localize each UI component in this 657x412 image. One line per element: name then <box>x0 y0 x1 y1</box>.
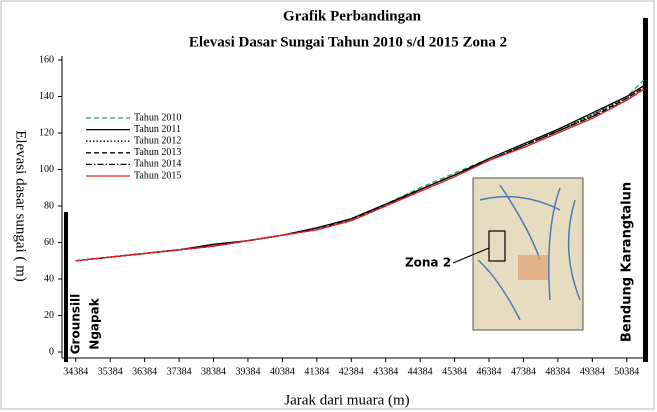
map-arrow <box>452 247 490 264</box>
map-zone <box>488 230 506 262</box>
x-tick-label: 43384 <box>373 366 398 377</box>
annotation: Zona 2 <box>405 256 451 270</box>
x-tick-label: 45384 <box>442 366 467 377</box>
x-tick-label: 44384 <box>408 366 433 377</box>
annotation: Ngapak <box>88 297 102 349</box>
legend-label: Tahun 2010 <box>134 112 181 123</box>
x-tick-label: 35384 <box>98 366 123 377</box>
x-tick-label: 39384 <box>235 366 260 377</box>
x-tick-label: 38384 <box>201 366 226 377</box>
x-tick-label: 41384 <box>304 366 329 377</box>
map-river <box>477 184 581 321</box>
annotation: Bendung Karangtalun <box>620 182 635 342</box>
legend-label: Tahun 2011 <box>134 124 181 135</box>
y-axis-label: Elevasi dasar sungai ( m) <box>13 130 29 282</box>
y-tick-label: 100 <box>39 164 54 175</box>
y-tick-label: 0 <box>49 346 54 357</box>
x-tick-label: 46384 <box>477 366 502 377</box>
x-tick-label: 50384 <box>614 366 639 377</box>
chart-subtitle: Elevasi Dasar Sungai Tahun 2010 s/d 2015… <box>189 34 507 50</box>
x-tick-label: 42384 <box>339 366 364 377</box>
y-tick-label: 160 <box>39 54 54 65</box>
boundary-bar <box>643 18 648 362</box>
x-axis-label: Jarak dari muara (m) <box>284 392 409 408</box>
chart-title: Grafik Perbandingan <box>283 8 422 24</box>
annotation: Grounsill <box>69 294 83 355</box>
x-tick-label: 40384 <box>270 366 295 377</box>
legend-label: Tahun 2014 <box>134 159 181 170</box>
y-tick-label: 140 <box>39 91 54 102</box>
legend-label: Tahun 2013 <box>134 147 181 158</box>
map-inset <box>452 177 584 331</box>
y-tick-label: 80 <box>44 200 54 211</box>
x-tick-label: 36384 <box>132 366 157 377</box>
x-tick-label: 49384 <box>580 366 605 377</box>
series-line <box>75 88 645 262</box>
x-tick-label: 47384 <box>511 366 536 377</box>
x-tick-label: 48384 <box>545 366 570 377</box>
y-tick-label: 60 <box>44 237 54 248</box>
x-tick-label: 37384 <box>167 366 192 377</box>
map-frame <box>472 177 584 331</box>
legend-label: Tahun 2015 <box>134 170 181 181</box>
legend-label: Tahun 2012 <box>134 135 181 146</box>
y-tick-label: 120 <box>39 127 54 138</box>
series-line <box>75 88 645 262</box>
y-tick-label: 40 <box>44 273 54 284</box>
boundary-bar <box>64 212 68 362</box>
x-tick-label: 34384 <box>63 366 88 377</box>
y-tick-label: 20 <box>44 310 54 321</box>
map-area <box>518 255 548 280</box>
